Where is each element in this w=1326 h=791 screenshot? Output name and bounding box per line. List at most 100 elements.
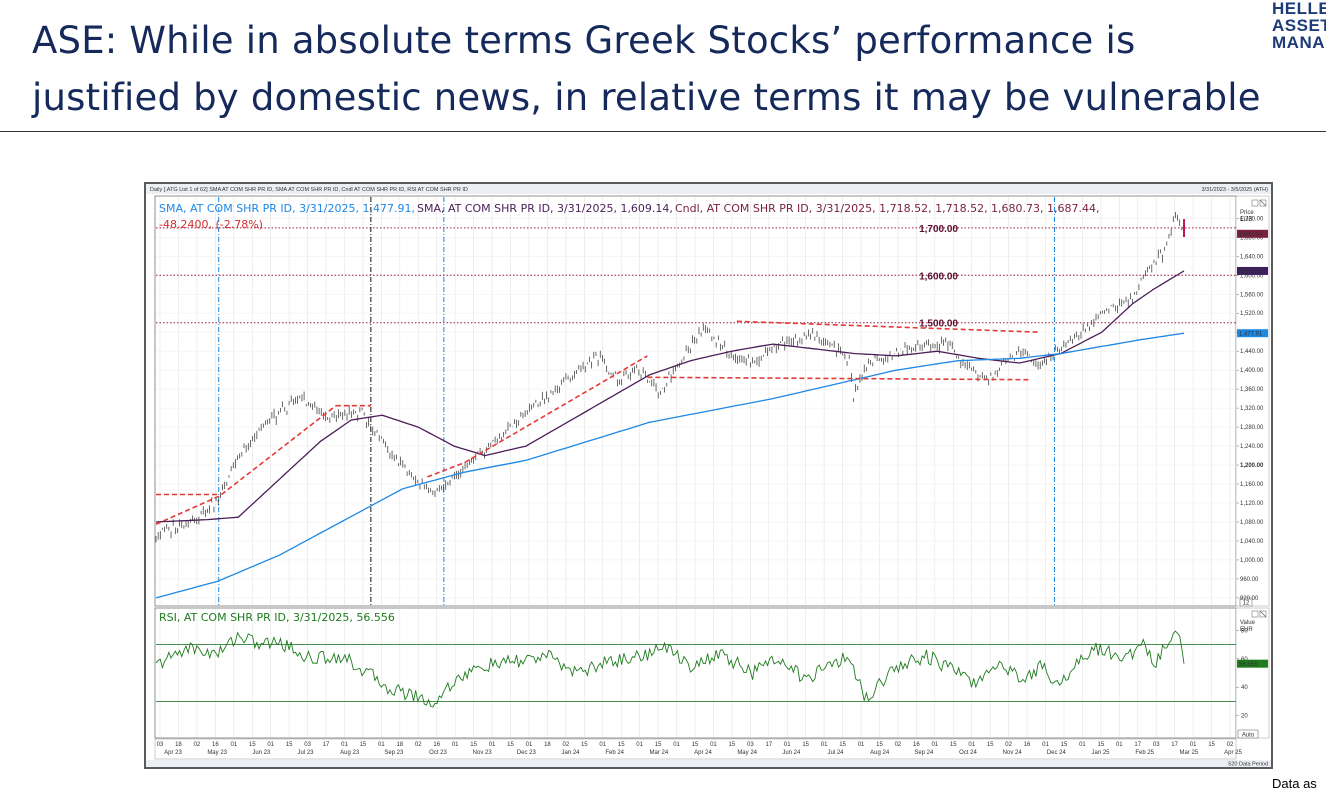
x-day-tick: 16 <box>212 742 219 748</box>
rsi-line <box>155 630 1185 708</box>
x-month-tick: Sep 23 <box>384 750 404 756</box>
company-logo: HELLE ASSET MANA <box>1272 0 1326 51</box>
rsi-value-tag-label: 56.556 <box>1239 662 1258 668</box>
x-day-tick: 16 <box>913 742 920 748</box>
x-day-tick: 02 <box>1005 742 1012 748</box>
legend-candle: Cndl, AT COM SHR PR ID, 3/31/2025, 1,718… <box>675 202 1100 215</box>
close-icon <box>1259 610 1267 618</box>
legend-rsi: RSI, AT COM SHR PR ID, 3/31/2025, 56.556 <box>159 611 395 624</box>
x-day-tick: 18 <box>396 742 403 748</box>
price-tick-label: 1,000.00 <box>1240 558 1264 564</box>
price-tick-label: 1,720.00 <box>1240 216 1264 222</box>
x-day-tick: 15 <box>1098 742 1105 748</box>
x-day-tick: 15 <box>802 742 809 748</box>
price-tick-label: 1,520.00 <box>1240 311 1264 317</box>
scale-box-label: 12 <box>1243 601 1250 607</box>
x-day-tick: 01 <box>858 742 865 748</box>
x-month-tick: Jun 24 <box>782 750 801 756</box>
x-day-tick: 18 <box>175 742 182 748</box>
x-month-tick: Jan 24 <box>561 750 580 756</box>
chart-header-left: Daily [.ATG List 1 of 62] SMA AT COM SHR… <box>150 187 468 193</box>
x-day-tick: 01 <box>821 742 828 748</box>
x-day-tick: 17 <box>323 742 330 748</box>
x-month-tick: Feb 24 <box>605 750 624 756</box>
panel-maximize-button[interactable] <box>1251 199 1259 207</box>
x-month-tick: Jul 23 <box>297 750 314 756</box>
price-tick-label: 1,120.00 <box>1240 501 1264 507</box>
logo-line-2: ASSET <box>1272 16 1326 35</box>
logo-line-3: MANA <box>1272 33 1325 52</box>
x-month-tick: Aug 24 <box>870 750 890 756</box>
price-tick-label: 1,240.00 <box>1240 444 1264 450</box>
legend-change: -48.2400, (-2.78%) <box>159 218 263 231</box>
title-divider <box>0 131 1326 132</box>
rsi-tick-label: 80 <box>1241 628 1248 634</box>
x-month-tick: Dec 23 <box>517 750 537 756</box>
price-tick-label: 1,200.00 <box>1240 463 1264 469</box>
x-month-tick: Nov 23 <box>473 750 493 756</box>
x-day-tick: 15 <box>507 742 514 748</box>
x-day-tick: 01 <box>489 742 496 748</box>
price-tick-label: 1,040.00 <box>1240 539 1264 545</box>
value-tag-box <box>1237 229 1268 238</box>
x-day-tick: 02 <box>194 742 201 748</box>
x-day-tick: 01 <box>1079 742 1086 748</box>
x-day-tick: 17 <box>1134 742 1141 748</box>
value-tag-label: 1,687.44 <box>1239 232 1263 238</box>
x-day-tick: 02 <box>415 742 422 748</box>
price-tick-label: 1,680.00 <box>1240 235 1264 241</box>
auto-scale-button[interactable] <box>1237 729 1259 739</box>
x-day-tick: 02 <box>563 742 570 748</box>
legend-sma50: SMA, AT COM SHR PR ID, 3/31/2025, 1,609.… <box>417 202 673 215</box>
x-day-tick: 15 <box>470 742 477 748</box>
footer-note: Data as <box>1272 776 1317 791</box>
x-day-tick: 17 <box>1171 742 1178 748</box>
price-tick-label: 960.00 <box>1240 577 1259 583</box>
rsi-axis-panel <box>1235 607 1270 739</box>
close-icon <box>1259 199 1267 207</box>
auto-scale-label: Auto <box>1242 733 1255 739</box>
price-panel <box>154 195 1237 607</box>
price-tick-label: 1,400.00 <box>1240 368 1264 374</box>
x-day-tick: 01 <box>968 742 975 748</box>
x-day-tick: 15 <box>286 742 293 748</box>
x-day-tick: 01 <box>1116 742 1123 748</box>
chart-scrollbar[interactable] <box>146 760 1271 767</box>
logo-line-1: HELLE <box>1272 0 1326 18</box>
x-tick-labels: 03 18 02 16 01 15 01 15 03 17 01 15 01 18 02 16 01 15 01 15… <box>157 742 1243 756</box>
legend-line-1: SMA, AT COM SHR PR ID, 3/31/2025, 1,477.… <box>159 202 1100 215</box>
x-month-tick: Jun 23 <box>252 750 271 756</box>
x-day-tick: 03 <box>304 742 311 748</box>
x-day-tick: 15 <box>987 742 994 748</box>
price-series <box>155 211 1185 599</box>
price-tick-label: 1,600.00 <box>1240 273 1264 279</box>
price-tick-label: 1,160.00 <box>1240 482 1264 488</box>
price-axis-title: Price <box>1240 210 1254 216</box>
level-lines: 1,700.00 1,600.00 1,500.00 <box>156 224 1236 330</box>
trendlines <box>155 320 1041 526</box>
x-day-tick: 15 <box>360 742 367 748</box>
x-day-tick: 15 <box>950 742 957 748</box>
x-day-tick: 16 <box>1024 742 1031 748</box>
x-day-tick: 16 <box>433 742 440 748</box>
x-day-tick: 15 <box>876 742 883 748</box>
trendline <box>736 320 1041 333</box>
x-day-tick: 01 <box>230 742 237 748</box>
x-day-tick: 15 <box>1208 742 1215 748</box>
x-day-tick: 03 <box>1153 742 1160 748</box>
rsi-maximize-button[interactable] <box>1251 610 1259 618</box>
price-tick-label: 1,640.00 <box>1240 254 1264 260</box>
rsi-series <box>155 630 1236 708</box>
x-day-tick: 15 <box>692 742 699 748</box>
scale-box[interactable] <box>1239 597 1253 607</box>
x-day-tick: 01 <box>784 742 791 748</box>
x-month-tick: Feb 25 <box>1135 750 1154 756</box>
value-tag-box <box>1237 329 1268 338</box>
x-day-tick: 01 <box>931 742 938 748</box>
level-label: 1,500.00 <box>919 319 958 330</box>
x-day-tick: 15 <box>249 742 256 748</box>
x-day-tick: 15 <box>839 742 846 748</box>
rsi-value-tag-box <box>1237 659 1268 668</box>
x-day-tick: 01 <box>452 742 459 748</box>
x-month-tick: May 24 <box>737 750 757 756</box>
